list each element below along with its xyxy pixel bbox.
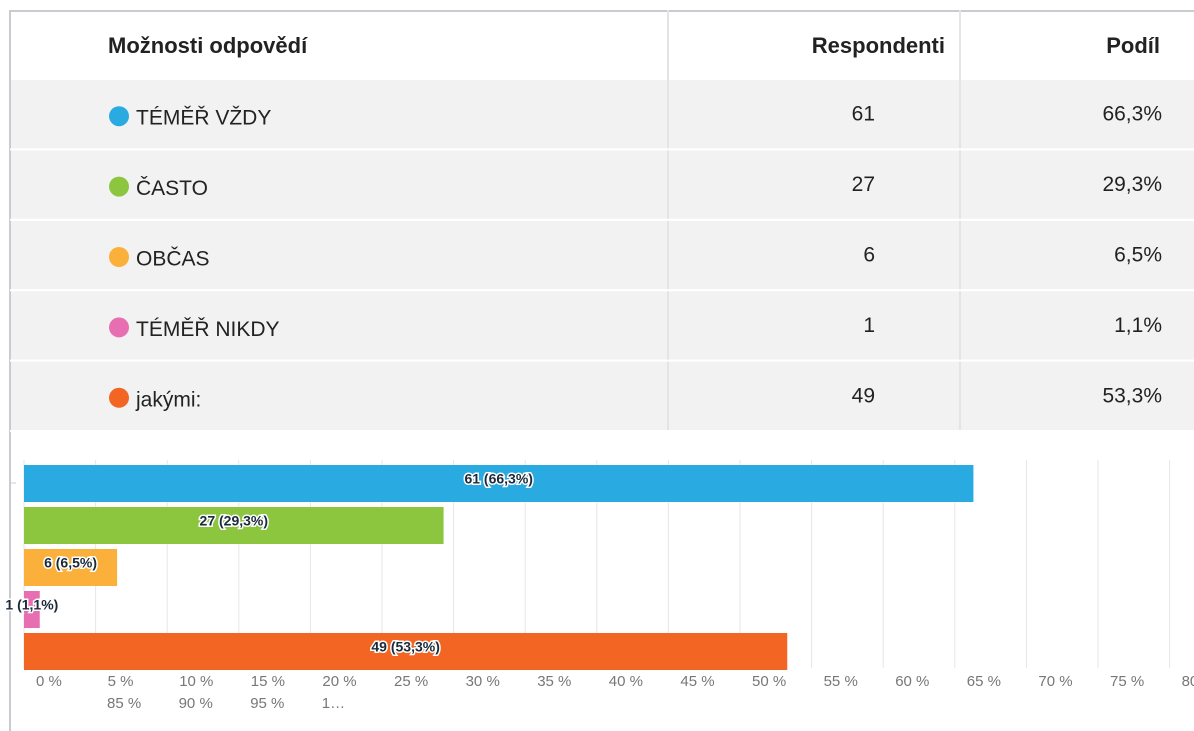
x-tick-label: 40 % — [609, 673, 643, 690]
legend-dot — [109, 106, 129, 127]
row-label: TÉMĚŘ NIKDY — [136, 318, 280, 341]
table-header-bg — [10, 10, 1194, 80]
row-share: 1,1% — [1114, 314, 1162, 337]
x-tick-label: 35 % — [537, 673, 571, 690]
legend-dot — [109, 387, 129, 408]
x-tick-label: 45 % — [680, 673, 714, 690]
x-tick-label: 65 % — [967, 673, 1001, 690]
bar — [24, 591, 40, 628]
header-cell: Podíl — [1106, 33, 1160, 58]
bar-value-label: 1 (1,1%) — [5, 597, 58, 613]
chart: 0 % 5 % 10 % 15 % 20 % 25 % 30 % 35 % 40 % 45 % 50… — [4, 460, 1194, 712]
x-tick-label: 85 % — [107, 695, 141, 712]
table-row-bg — [11, 150, 1194, 219]
x-tick-label: 75 % — [1110, 673, 1144, 690]
row-count: 27 — [852, 173, 875, 196]
legend-dot — [109, 176, 129, 197]
bar-value-label: 6 (6,5%) — [44, 555, 97, 571]
bar — [24, 507, 444, 544]
row-count: 61 — [852, 103, 875, 126]
x-tick-label: 60 % — [895, 673, 929, 690]
bar-value-label: 61 (66,3%) — [464, 471, 532, 487]
x-tick-label: 0 % — [36, 673, 62, 690]
x-tick-label: 1… — [322, 695, 345, 712]
x-tick-label: 50 % — [752, 673, 786, 690]
row-label: ČASTO — [136, 177, 208, 200]
bar — [24, 549, 118, 586]
x-tick-label: 30 % — [466, 673, 500, 690]
row-label: OBČAS — [136, 248, 210, 271]
row-label: jakými: — [135, 388, 201, 411]
row-share: 29,3% — [1102, 173, 1162, 196]
row-count: 1 — [863, 314, 875, 337]
table-row-bg — [11, 361, 1194, 430]
x-tick-label: 55 % — [824, 673, 858, 690]
table-row-bg — [11, 291, 1194, 360]
legend-dot — [109, 247, 129, 267]
row-count: 49 — [852, 384, 875, 407]
x-tick-label: 25 % — [394, 673, 428, 690]
x-tick-label: 95 % — [250, 695, 284, 712]
x-tick-label: 10 % — [179, 673, 213, 690]
bar-value-label: 49 (53,3%) — [371, 639, 439, 655]
x-tick-label: 80 % — [1182, 673, 1194, 690]
bar — [24, 465, 974, 502]
row-label: TÉMĚŘ VŽDY — [136, 107, 271, 130]
bar-value-label: 27 (29,3%) — [200, 513, 268, 529]
x-tick-label: 15 % — [251, 673, 285, 690]
row-share: 66,3% — [1102, 103, 1162, 126]
table-row-bg — [11, 80, 1194, 149]
x-tick-label: 5 % — [108, 673, 134, 690]
row-count: 6 — [863, 244, 875, 267]
row-share: 53,3% — [1102, 384, 1162, 407]
table-row-bg — [11, 220, 1194, 290]
x-tick-label: 90 % — [179, 695, 213, 712]
x-tick-label: 70 % — [1038, 673, 1072, 690]
legend-dot — [109, 317, 129, 338]
header-cell: Možnosti odpovědí — [108, 33, 308, 58]
header-cell: Respondenti — [812, 33, 945, 58]
bar — [24, 633, 788, 670]
x-tick-label: 20 % — [322, 673, 356, 690]
row-share: 6,5% — [1114, 244, 1162, 267]
